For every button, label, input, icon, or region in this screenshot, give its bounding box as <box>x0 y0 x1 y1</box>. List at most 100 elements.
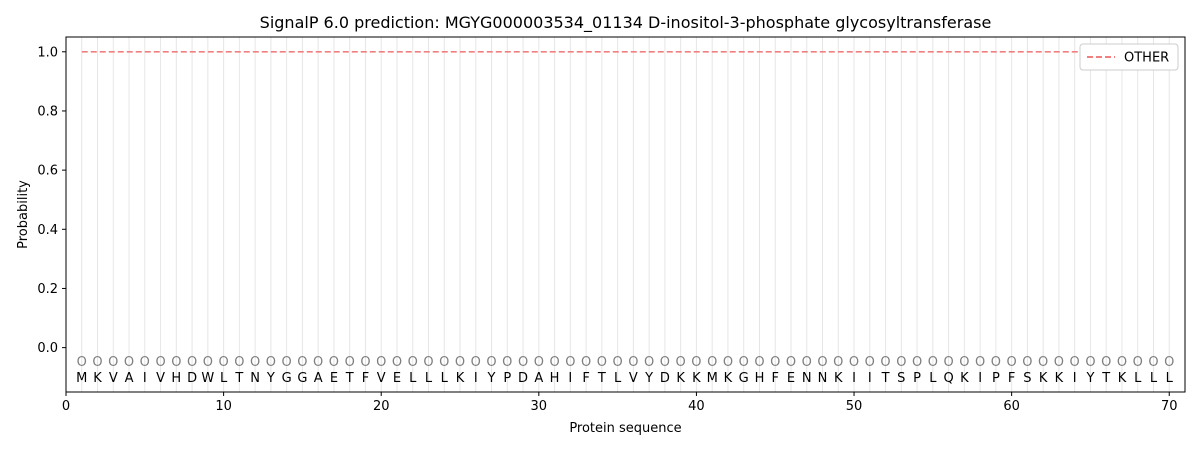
sequence-letter: V <box>377 371 386 386</box>
sequence-letter: I <box>1073 371 1077 386</box>
sequence-letter: Y <box>644 371 653 386</box>
region-label: O <box>912 355 922 370</box>
y-tick-label: 0.2 <box>37 282 58 297</box>
sequence-letter: N <box>250 371 260 386</box>
region-label: O <box>896 355 906 370</box>
region-label: O <box>1007 355 1017 370</box>
sequence-letter: K <box>93 371 102 386</box>
sequence-letter: L <box>220 371 228 386</box>
region-label: O <box>408 355 418 370</box>
sequence-letter: Y <box>487 371 496 386</box>
x-tick-label: 60 <box>1003 399 1020 414</box>
sequence-letter: A <box>534 371 543 386</box>
region-label: O <box>1085 355 1095 370</box>
region-label: O <box>1038 355 1048 370</box>
region-label: O <box>1133 355 1143 370</box>
gridlines <box>81 37 1170 392</box>
sequence-letter: K <box>1055 371 1064 386</box>
region-label: O <box>471 355 481 370</box>
sequence-letter: F <box>771 371 778 386</box>
chart-title: SignalP 6.0 prediction: MGYG000003534_01… <box>260 13 992 33</box>
legend: OTHER <box>1079 43 1179 71</box>
region-label: O <box>691 355 701 370</box>
sequence-letter: Y <box>1085 371 1094 386</box>
sequence-letter: K <box>724 371 733 386</box>
region-label: O <box>534 355 544 370</box>
sequence-letter: T <box>234 371 243 386</box>
sequence-letter: S <box>897 371 905 386</box>
sequence-letter: G <box>739 371 749 386</box>
sequence-letter: K <box>676 371 685 386</box>
region-label: O <box>92 355 102 370</box>
region-label: O <box>250 355 260 370</box>
region-label: O <box>565 355 575 370</box>
sequence-letter: L <box>425 371 433 386</box>
region-label: O <box>345 355 355 370</box>
sequence-letter: G <box>282 371 292 386</box>
y-axis-label: Probability <box>16 180 31 249</box>
region-label: O <box>376 355 386 370</box>
region-label: O <box>597 355 607 370</box>
region-label: O <box>187 355 197 370</box>
region-label: O <box>234 355 244 370</box>
region-label: O <box>549 355 559 370</box>
sequence-letter: K <box>456 371 465 386</box>
region-label: O <box>865 355 875 370</box>
region-label: O <box>140 355 150 370</box>
sequence-letter: Y <box>266 371 275 386</box>
region-label: O <box>833 355 843 370</box>
region-label: O <box>360 355 370 370</box>
region-label: O <box>518 355 528 370</box>
sequence-letter: F <box>362 371 369 386</box>
sequence-letter: V <box>109 371 118 386</box>
legend-box <box>1079 43 1179 71</box>
sequence-letter: F <box>1008 371 1015 386</box>
region-label: O <box>1070 355 1080 370</box>
x-axis-ticks: 0 10 20 30 40 50 60 70 <box>62 392 1178 414</box>
region-label: O <box>1164 355 1174 370</box>
region-label: O <box>628 355 638 370</box>
region-label: O <box>455 355 465 370</box>
x-tick-label: 10 <box>215 399 232 414</box>
sequence-letter: L <box>1134 371 1142 386</box>
region-label: O <box>1148 355 1158 370</box>
x-tick-label: 70 <box>1161 399 1178 414</box>
region-label: O <box>297 355 307 370</box>
y-tick-label: 0.8 <box>37 104 58 119</box>
region-label: O <box>502 355 512 370</box>
sequence-letter: P <box>913 371 921 386</box>
region-label: O <box>991 355 1001 370</box>
region-label: O <box>613 355 623 370</box>
region-label: O <box>108 355 118 370</box>
sequence-letter: E <box>330 371 338 386</box>
x-tick-label: 0 <box>62 399 70 414</box>
region-label: O <box>817 355 827 370</box>
sequence-letter: A <box>314 371 323 386</box>
region-label: O <box>1101 355 1111 370</box>
x-tick-label: 30 <box>531 399 548 414</box>
sequence-letter: T <box>1101 371 1110 386</box>
region-label: O <box>786 355 796 370</box>
sequence-letter: H <box>171 371 181 386</box>
region-label: O <box>1022 355 1032 370</box>
region-label: O <box>928 355 938 370</box>
region-label: O <box>880 355 890 370</box>
x-tick-label: 40 <box>688 399 705 414</box>
region-label: O <box>266 355 276 370</box>
sequence-letter: L <box>614 371 622 386</box>
sequence-letter: T <box>881 371 890 386</box>
sequence-letter: L <box>1166 371 1174 386</box>
sequence-letter: I <box>568 371 572 386</box>
sequence-letter: V <box>156 371 165 386</box>
sequence-letter: K <box>1118 371 1127 386</box>
sequence-letter: F <box>582 371 589 386</box>
sequence-letter: N <box>802 371 812 386</box>
sequence-letter: L <box>441 371 449 386</box>
sequence-letter: P <box>992 371 1000 386</box>
sequence-letter: W <box>201 371 214 386</box>
x-tick-label: 20 <box>373 399 390 414</box>
region-label: O <box>849 355 859 370</box>
y-tick-label: 0.4 <box>37 223 58 238</box>
sequence-letter: H <box>550 371 560 386</box>
